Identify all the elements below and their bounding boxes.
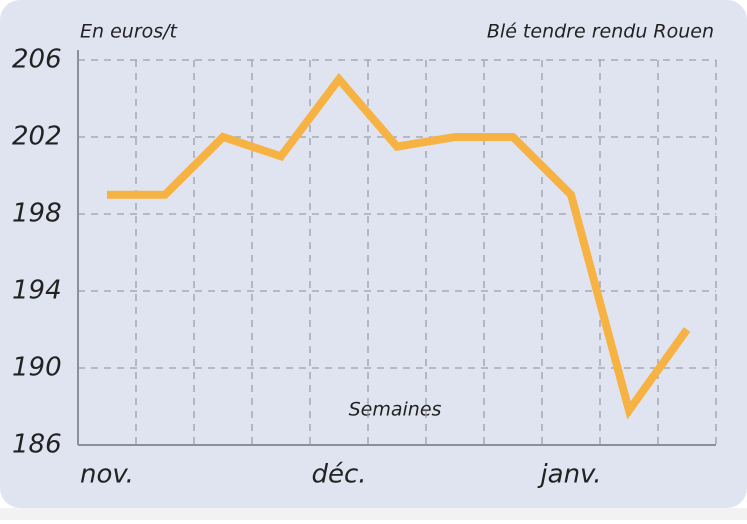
x-tick-label: nov. bbox=[80, 460, 134, 490]
x-tick-label: déc. bbox=[311, 460, 366, 490]
y-tick-label: 202 bbox=[12, 122, 62, 152]
unit-label: En euros/t bbox=[80, 21, 179, 43]
y-tick-label: 206 bbox=[12, 45, 62, 75]
line-series bbox=[107, 72, 691, 420]
y-tick-label: 190 bbox=[12, 353, 62, 383]
y-tick-label: 186 bbox=[12, 430, 62, 460]
x-tick-label: janv. bbox=[537, 460, 601, 490]
y-tick-label: 198 bbox=[12, 199, 62, 229]
chart-title: Blé tendre rendu Rouen bbox=[487, 21, 714, 43]
background bbox=[0, 0, 747, 508]
x-axis-label: Semaines bbox=[349, 399, 442, 421]
y-tick-label: 194 bbox=[12, 276, 62, 306]
bottom-strip bbox=[0, 508, 747, 520]
